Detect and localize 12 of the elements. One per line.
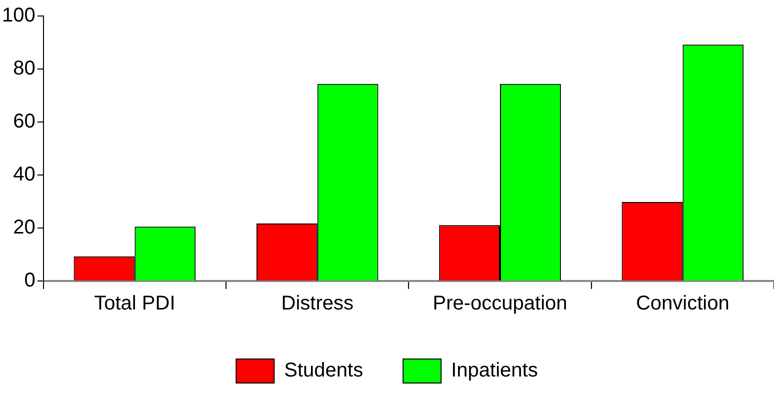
y-tick-label: 100 <box>2 4 36 27</box>
y-tick-label: 20 <box>13 216 36 239</box>
x-tick-label: Conviction <box>636 292 730 315</box>
y-tick-label: 80 <box>13 58 36 80</box>
x-tick-label: Pre-occupation <box>432 292 568 315</box>
y-tick-label: 60 <box>13 110 36 133</box>
y-tick-label: 0 <box>24 270 36 292</box>
legend-label: Students <box>284 360 364 382</box>
x-tick-label: Distress <box>281 292 354 315</box>
y-tick-label: 40 <box>13 164 36 186</box>
legend-label: Inpatients <box>451 360 538 382</box>
x-tick-label: Total PDI <box>94 292 176 315</box>
